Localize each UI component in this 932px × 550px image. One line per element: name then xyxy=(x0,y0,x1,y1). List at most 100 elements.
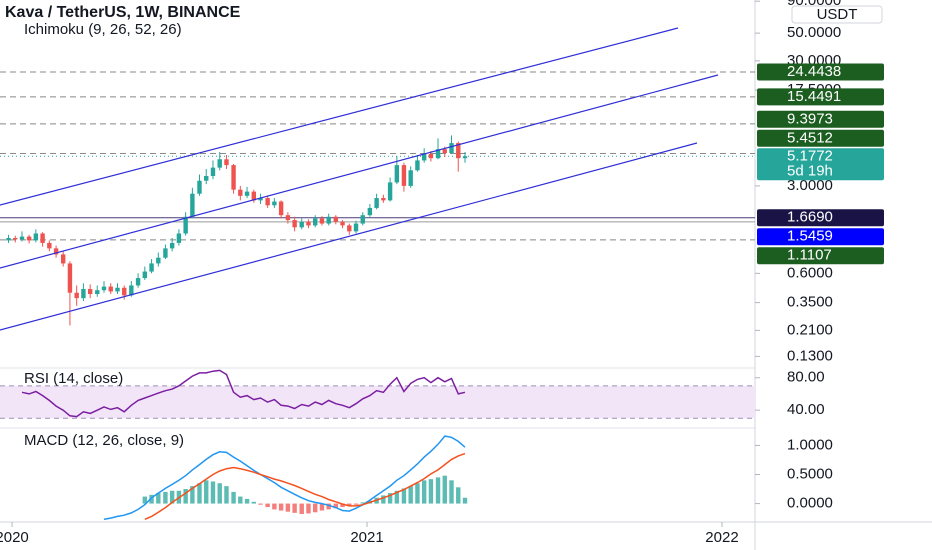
unit-label[interactable]: USDT xyxy=(817,6,858,23)
histogram-bar xyxy=(244,498,250,504)
candle-body xyxy=(231,165,236,190)
candle-body xyxy=(87,288,93,295)
price-box xyxy=(757,63,884,81)
candle-body xyxy=(19,236,25,240)
price-box xyxy=(757,129,884,147)
histogram-bar xyxy=(292,503,297,513)
histogram-bar xyxy=(299,503,304,515)
candle-body xyxy=(33,233,39,241)
series-line xyxy=(144,452,466,520)
series-line xyxy=(21,369,466,418)
histogram-bar xyxy=(462,497,468,504)
price-box-label: 15.4491 xyxy=(787,88,841,105)
histogram-bar xyxy=(251,501,256,504)
candle-body xyxy=(13,237,18,240)
marks xyxy=(0,71,755,521)
candle-body xyxy=(40,233,45,243)
histogram-bar xyxy=(333,503,338,509)
candle-body xyxy=(169,242,175,249)
candle-body xyxy=(115,287,120,292)
candle-body xyxy=(319,218,325,224)
histogram-bar xyxy=(156,493,161,504)
histogram-bar xyxy=(428,479,434,504)
candle-body xyxy=(408,170,413,186)
price-box-label: 1.1107 xyxy=(787,247,832,264)
channel-line xyxy=(0,142,698,331)
candle-body xyxy=(163,248,168,258)
y-tick-label: 90.0000 xyxy=(787,0,841,9)
y-tick-label: 3.0000 xyxy=(787,177,833,194)
histogram-bar xyxy=(183,489,188,504)
candle-body xyxy=(101,286,107,291)
indicator-label: RSI (14, close) xyxy=(24,370,123,387)
candle-body xyxy=(156,257,161,264)
histogram-bar xyxy=(401,488,407,504)
indicator-label: MACD (12, 26, close, 9) xyxy=(24,432,184,449)
price-box xyxy=(757,209,884,227)
candle-body xyxy=(449,143,454,154)
histogram-bar xyxy=(347,503,352,506)
candle-body xyxy=(421,153,427,161)
indicator-label: Ichimoku (9, 26, 52, 26) xyxy=(24,21,182,38)
price-box xyxy=(757,88,884,106)
histogram-bar xyxy=(258,503,263,505)
candle-body xyxy=(6,237,11,241)
candle-body xyxy=(299,221,304,228)
candle-body xyxy=(149,263,154,272)
histogram-bar xyxy=(204,480,209,504)
candle-body xyxy=(428,153,434,159)
histogram-bar xyxy=(456,487,461,504)
candle-body xyxy=(292,220,297,228)
unit-box[interactable] xyxy=(791,5,883,24)
candle-body xyxy=(81,288,86,299)
histogram-bar xyxy=(272,503,277,510)
candle-body xyxy=(278,201,284,216)
price-box-label: 9.3973 xyxy=(787,110,833,127)
candle-body xyxy=(217,159,222,168)
histogram-bar xyxy=(163,491,168,504)
countdown-label: 5d 19h xyxy=(787,162,833,179)
y-tick-label: 40.00 xyxy=(787,401,825,418)
candle-body xyxy=(26,236,32,241)
last-price-label: 5.1772 xyxy=(787,147,833,164)
histogram-bar xyxy=(360,502,365,504)
histogram-bar xyxy=(394,490,400,504)
histogram-bar xyxy=(265,503,270,508)
candle-body xyxy=(176,233,182,243)
candle-body xyxy=(210,167,216,177)
price-box-label: 24.4438 xyxy=(787,63,841,80)
y-tick-label: 0.2100 xyxy=(787,321,833,338)
candle-body xyxy=(360,215,365,224)
histogram-bar xyxy=(435,477,441,504)
y-tick-label: 0.6000 xyxy=(787,264,833,281)
price-box xyxy=(757,228,884,246)
candle-body xyxy=(108,286,113,292)
x-tick-label: 2021 xyxy=(350,529,383,546)
candle-body xyxy=(347,225,352,232)
histogram-bar xyxy=(353,503,359,505)
histogram-bar xyxy=(142,496,148,504)
candle-body xyxy=(401,165,407,186)
y-tick-label: 0.0000 xyxy=(787,495,833,512)
candle-body xyxy=(394,165,400,183)
x-tick-label: 2022 xyxy=(705,529,738,546)
last-price-box xyxy=(757,148,884,181)
channel-line xyxy=(0,27,679,206)
candle-body xyxy=(251,191,256,201)
candle-body xyxy=(190,193,195,217)
y-tick-label: 80.00 xyxy=(787,369,825,386)
price-box-label: 1.6690 xyxy=(787,209,833,226)
candle-body xyxy=(333,216,338,222)
candle-body xyxy=(224,159,229,166)
histogram-bar xyxy=(319,503,325,511)
price-box-label: 5.4512 xyxy=(787,129,833,146)
price-box xyxy=(757,110,884,128)
candle-body xyxy=(265,198,270,206)
histogram-bar xyxy=(210,481,216,504)
histogram-bar xyxy=(449,480,454,504)
chart-title: Kava / TetherUS, 1W, BINANCE xyxy=(5,4,241,21)
candle-body xyxy=(60,254,66,264)
candle-body xyxy=(129,285,134,296)
candle-body xyxy=(53,248,59,255)
